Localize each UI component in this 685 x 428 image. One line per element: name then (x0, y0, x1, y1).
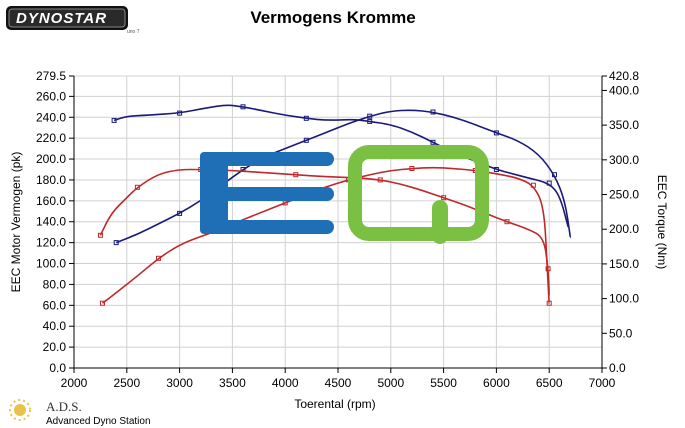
y-tick-label: 279.5 (36, 69, 66, 83)
y2-axis-title: EEC Torque (Nm) (655, 175, 669, 269)
x-tick-label: 5000 (377, 376, 404, 390)
x-tick-label: 4000 (272, 376, 299, 390)
x-tick-label: 4500 (325, 376, 352, 390)
y2-tick-label: 100.0 (609, 292, 639, 306)
power-data-point (97, 232, 103, 238)
power-data-point (530, 182, 536, 188)
logo-inner (8, 8, 126, 28)
y-tick-label: 40.0 (43, 319, 67, 333)
eq-overlay-logo (200, 145, 489, 244)
q-letter-ring (348, 145, 489, 241)
x-tick-label: 2000 (61, 376, 88, 390)
y-tick-label: 140.0 (36, 215, 66, 229)
torque-series-line (115, 109, 572, 244)
y-tick-label: 240.0 (36, 110, 66, 124)
y-tick-label: 180.0 (36, 173, 66, 187)
y-tick-label: 120.0 (36, 236, 66, 250)
axes-layer: 2000 2500 3000 3500 4000 4500 5000 5500 6000 6500… (36, 69, 639, 390)
torque-data-point (113, 240, 119, 246)
x-tick-label: 3500 (219, 376, 246, 390)
torque-data-point (430, 139, 436, 145)
torque-series-line (113, 104, 569, 228)
power-data-point (156, 255, 161, 261)
y-tick-label: 260.0 (36, 89, 66, 103)
y-tick-label: 80.0 (43, 277, 67, 291)
torque-data-point (240, 104, 246, 110)
y-tick-label: 20.0 (43, 340, 67, 354)
y2-tick-label: 50.0 (609, 326, 633, 340)
y2-tick-label: 300.0 (609, 153, 639, 167)
e-letter-top-bar (200, 152, 334, 166)
logo-subtext: uno 7 (127, 29, 140, 35)
ads-sun-icon (9, 399, 31, 421)
torque-data-point (367, 113, 373, 119)
y-tick-label: 100.0 (36, 257, 66, 271)
ads-full-name: Advanced Dyno Station (46, 416, 151, 427)
y-tick-label: 0.0 (49, 361, 66, 375)
torque-data-point (493, 130, 499, 136)
power-data-point (293, 172, 299, 178)
torque-data-point (111, 117, 117, 123)
torque-data-point (493, 167, 499, 172)
torque-data-point (546, 180, 552, 186)
power-data-point (409, 166, 415, 171)
y2-tick-label: 0.0 (609, 361, 626, 375)
dynostar-logo: DYNOSTAR uno 7 (6, 6, 140, 35)
y2-tick-label: 400.0 (609, 83, 639, 97)
torque-data-point (430, 109, 436, 115)
x-tick-label: 6500 (536, 376, 563, 390)
y-axis-title: EEC Motor Vermogen (pk) (9, 152, 23, 293)
power-data-point (546, 300, 552, 306)
q-letter-tail (432, 200, 448, 244)
x-tick-label: 3000 (166, 376, 193, 390)
y-tick-label: 60.0 (43, 298, 67, 312)
torque-data-point (367, 118, 373, 124)
y-tick-label: 220.0 (36, 131, 66, 145)
e-letter-middle-bar (200, 187, 334, 201)
ads-logo: A.D.S. Advanced Dyno Station (9, 399, 151, 427)
y2-tick-label: 350.0 (609, 118, 639, 132)
torque-data-point (552, 172, 557, 178)
x-tick-label: 5500 (430, 376, 457, 390)
series-layer (97, 104, 572, 306)
torque-data-point (303, 115, 309, 121)
power-data-point (134, 184, 140, 190)
y2-tick-label: 200.0 (609, 222, 639, 236)
torque-data-point (177, 110, 183, 116)
power-data-point (441, 195, 447, 201)
x-tick-label: 6000 (483, 376, 510, 390)
power-data-point (377, 177, 383, 183)
e-letter-bottom-bar (200, 220, 334, 234)
logo-text: DYNOSTAR (16, 10, 107, 27)
x-tick-label: 2500 (113, 376, 140, 390)
y-tick-label: 160.0 (36, 194, 66, 208)
torque-data-point (177, 210, 183, 216)
y2-tick-label: 250.0 (609, 188, 639, 202)
power-data-point (100, 300, 105, 306)
y2-tick-label: 150.0 (609, 257, 639, 271)
power-data-point (545, 266, 551, 272)
y2-tick-label: 420.8 (609, 69, 639, 83)
x-axis-title: Toerental (rpm) (294, 397, 375, 411)
power-data-point (504, 219, 510, 225)
y-tick-label: 200.0 (36, 152, 66, 166)
chart-title: Vermogens Kromme (250, 8, 415, 27)
ads-short-name: A.D.S. (46, 399, 82, 414)
torque-data-point (303, 137, 309, 143)
x-tick-label: 7000 (589, 376, 616, 390)
